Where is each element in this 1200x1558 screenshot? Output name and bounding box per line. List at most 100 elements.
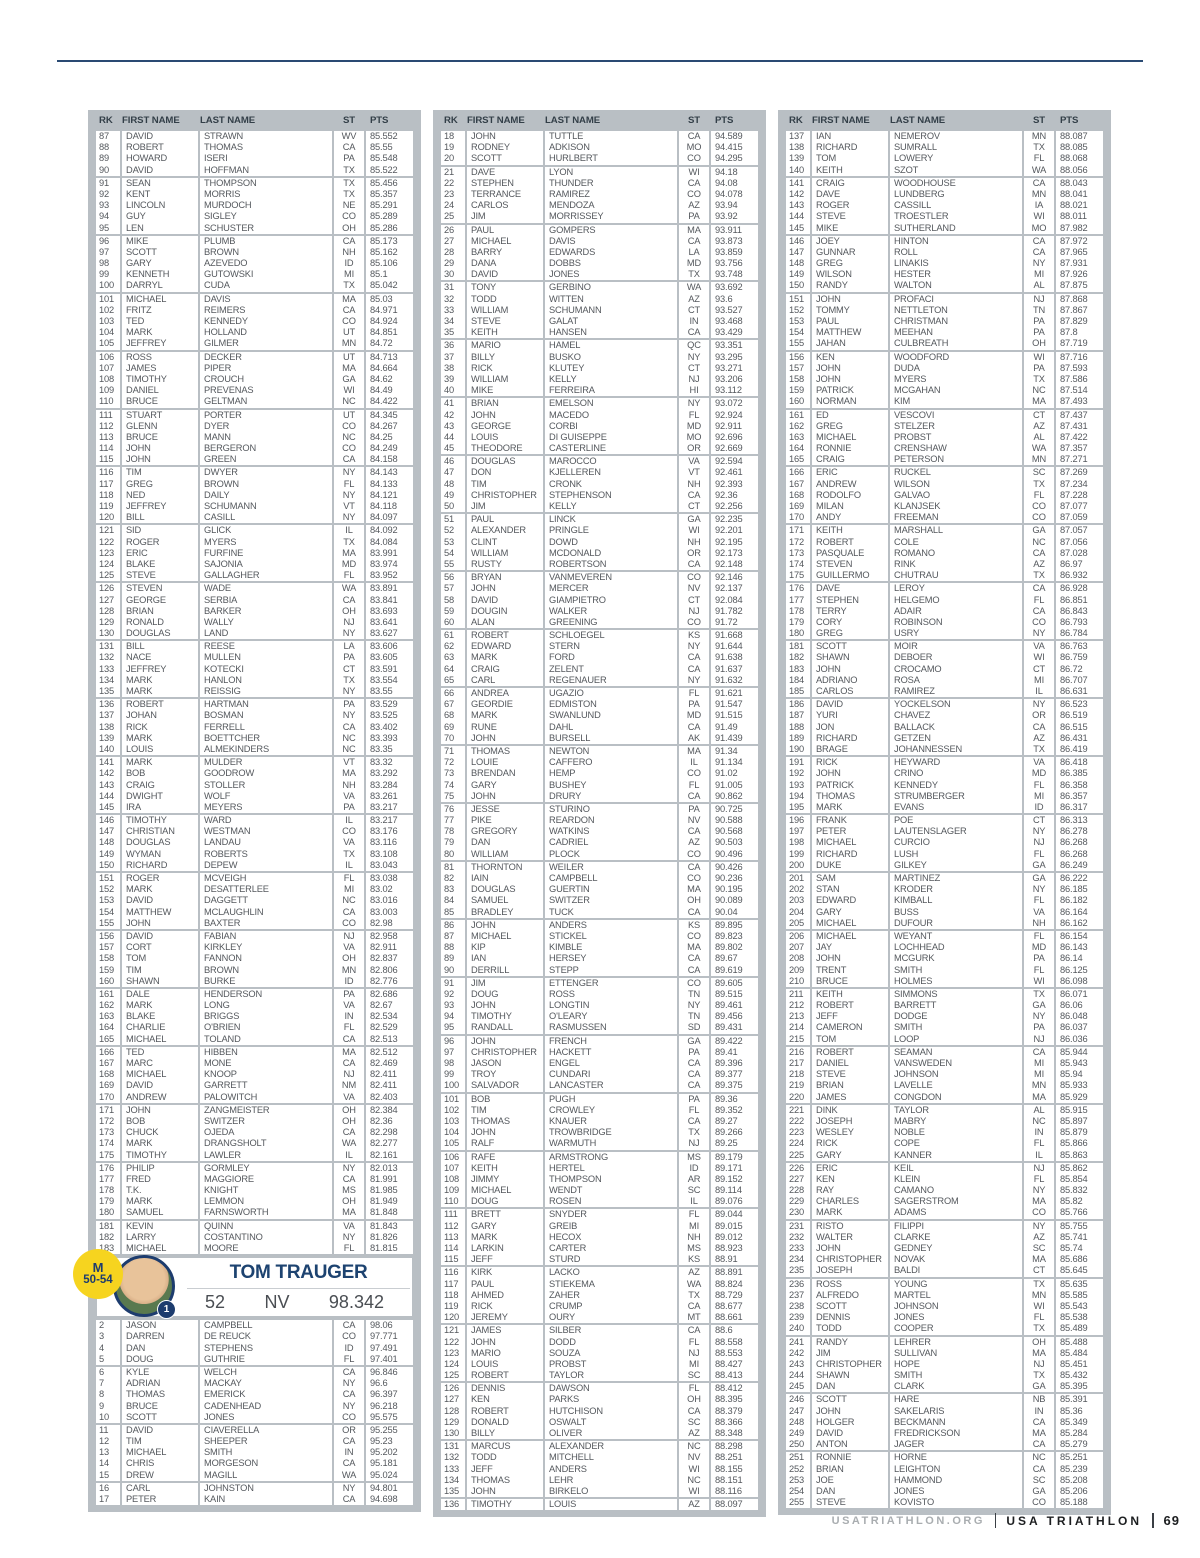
- featured-athlete-points: 98.342: [328, 1291, 384, 1312]
- cell-first: TIM: [122, 1436, 198, 1448]
- cell-pts: 82.513: [366, 1033, 413, 1045]
- cell-pts: 81.843: [366, 1220, 413, 1232]
- cell-last: RAMIREZ: [545, 188, 677, 201]
- cell-st: MD: [1024, 768, 1054, 780]
- table-row: 213 JEFF DODGE NY 86.048: [786, 1011, 1103, 1023]
- cell-st: CA: [1024, 583, 1054, 595]
- cell-st: NC: [334, 431, 364, 444]
- age-group-label: 50-54: [83, 1274, 113, 1287]
- cell-rk: 130: [441, 1428, 465, 1440]
- cell-pts: 86.249: [1056, 859, 1103, 871]
- cell-rk: 143: [786, 200, 810, 212]
- cell-rk: 41: [441, 398, 465, 410]
- cell-rk: 208: [786, 953, 810, 965]
- cell-rk: 63: [441, 652, 465, 664]
- cell-st: NV: [679, 1452, 709, 1464]
- table-row: 39 WILLIAM KELLY NJ 93.206: [441, 373, 758, 386]
- cell-rk: 165: [96, 1033, 120, 1045]
- cell-first: CARL: [467, 674, 543, 686]
- cell-pts: 86.06: [1056, 1000, 1103, 1012]
- cell-pts: 83.641: [366, 616, 413, 629]
- cell-st: IL: [679, 757, 709, 769]
- cell-first: BRIAN: [122, 605, 198, 617]
- cell-st: FL: [1024, 848, 1054, 860]
- cell-st: FL: [679, 409, 709, 421]
- cell-st: OH: [679, 895, 709, 907]
- cell-rk: 8: [96, 1389, 120, 1401]
- cell-st: NC: [1024, 385, 1054, 397]
- table-row: 34 STEVE GALAT IN 93.468: [441, 316, 758, 328]
- cell-st: GA: [334, 373, 364, 386]
- cell-pts: 88.558: [711, 1336, 758, 1348]
- cell-rk: 113: [96, 431, 120, 444]
- cell-pts: 88.553: [711, 1347, 758, 1359]
- cell-first: FRITZ: [122, 304, 198, 316]
- cell-last: SMITH: [890, 1370, 1022, 1382]
- cell-last: BROWN: [200, 246, 332, 259]
- cell-last: MANN: [200, 431, 332, 444]
- table-row: 135 JOHN BIRKELO WI 88.116: [441, 1485, 758, 1498]
- table-row: 99 TROY CUNDARI CA 89.377: [441, 1069, 758, 1081]
- table-row: 241 RANDY LEHRER OH 85.488: [786, 1336, 1103, 1348]
- cell-rk: 152: [96, 884, 120, 896]
- cell-first: SCOTT: [812, 1394, 888, 1406]
- cell-st: MA: [334, 293, 364, 305]
- cell-pts: 93.873: [711, 235, 758, 247]
- cell-st: SC: [679, 1370, 709, 1382]
- cell-first: MATTHEW: [812, 327, 888, 339]
- cell-first: STEVEN: [122, 583, 198, 595]
- cell-pts: 91.637: [711, 663, 758, 675]
- cell-st: CO: [1024, 501, 1054, 513]
- cell-first: CRAIG: [467, 663, 543, 675]
- table-row: 248 HOLGER BECKMANN CA 85.349: [786, 1416, 1103, 1428]
- cell-rk: 44: [441, 431, 465, 444]
- cell-last: KJELLEREN: [545, 467, 677, 479]
- cell-pts: 89.171: [711, 1162, 758, 1174]
- table-row: 16 CARL JOHNSTON NY 94.801: [96, 1482, 413, 1494]
- cell-last: WOODHOUSE: [890, 177, 1022, 189]
- cell-rk: 247: [786, 1405, 810, 1417]
- cell-rk: 112: [441, 1220, 465, 1232]
- cell-st: NB: [1024, 1394, 1054, 1406]
- cell-last: WESTMAN: [200, 826, 332, 838]
- table-row: 253 JOE HAMMOND SC 85.208: [786, 1474, 1103, 1486]
- cell-last: CAMANO: [890, 1185, 1022, 1197]
- cell-last: HESTER: [890, 269, 1022, 281]
- cell-rk: 35: [441, 327, 465, 339]
- cell-st: WI: [1024, 211, 1054, 223]
- cell-st: PA: [679, 1093, 709, 1105]
- cell-first: GREG: [812, 420, 888, 432]
- cell-rk: 107: [441, 1162, 465, 1174]
- cell-pts: 83.32: [366, 757, 413, 769]
- table-row: 161 ED VESCOVI CT 87.437: [786, 409, 1103, 421]
- cell-pts: 97.491: [366, 1342, 413, 1354]
- cell-pts: 84.62: [366, 373, 413, 386]
- cell-first: RONNIE: [812, 1452, 888, 1464]
- cell-pts: 85.279: [1056, 1439, 1103, 1451]
- cell-st: FL: [1024, 1138, 1054, 1150]
- cell-pts: 83.116: [366, 837, 413, 849]
- cell-rk: 214: [786, 1022, 810, 1034]
- cell-rk: 124: [96, 558, 120, 571]
- cell-st: SC: [679, 1185, 709, 1197]
- cell-rk: 222: [786, 1115, 810, 1128]
- cell-first: ROBERT: [812, 536, 888, 548]
- cell-last: JONES: [200, 1411, 332, 1423]
- cell-pts: 93.468: [711, 316, 758, 328]
- table-row: 180 SAMUEL FARNSWORTH MA 81.848: [96, 1207, 413, 1219]
- cell-st: AZ: [1024, 420, 1054, 432]
- cell-rk: 111: [441, 1209, 465, 1221]
- cell-last: LEHRER: [890, 1336, 1022, 1348]
- cell-first: BRUCE: [122, 396, 198, 408]
- cell-pts: 87.437: [1056, 409, 1103, 421]
- cell-last: NEWTON: [545, 745, 677, 758]
- cell-pts: 89.823: [711, 930, 758, 943]
- table-row: 140 KEITH SZOT WA 88.056: [786, 164, 1103, 176]
- cell-pts: 82.512: [366, 1046, 413, 1058]
- cell-first: CRAIG: [122, 779, 198, 791]
- cell-rk: 232: [786, 1231, 810, 1243]
- cell-pts: 88.427: [711, 1358, 758, 1371]
- cell-first: SHAWN: [812, 1370, 888, 1382]
- cell-rk: 28: [441, 246, 465, 259]
- cell-pts: 91.02: [711, 768, 758, 780]
